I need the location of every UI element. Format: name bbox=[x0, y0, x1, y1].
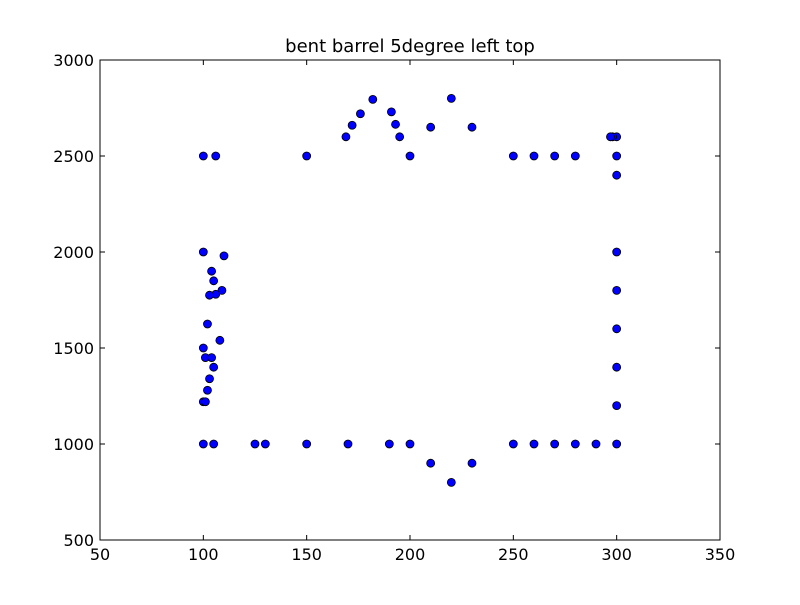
scatter-point bbox=[211, 151, 221, 161]
y-tick-label: 1000 bbox=[53, 435, 94, 454]
scatter-point bbox=[347, 120, 357, 130]
scatter-point bbox=[198, 343, 208, 353]
scatter-point bbox=[612, 362, 622, 372]
y-tick-label: 1500 bbox=[53, 339, 94, 358]
scatter-point bbox=[395, 132, 405, 142]
scatter-point bbox=[302, 151, 312, 161]
scatter-point bbox=[612, 170, 622, 180]
scatter-point bbox=[205, 290, 214, 300]
scatter-point bbox=[302, 439, 312, 449]
scatter-point bbox=[612, 401, 622, 411]
scatter-point bbox=[606, 132, 615, 142]
scatter-point bbox=[368, 94, 378, 104]
scatter-point bbox=[467, 122, 477, 132]
scatter-point bbox=[508, 151, 518, 161]
scatter-point bbox=[203, 319, 212, 329]
scatter-point bbox=[200, 397, 210, 407]
scatter-point bbox=[612, 247, 622, 257]
data-points bbox=[198, 94, 622, 487]
scatter-point bbox=[207, 266, 217, 276]
scatter-point bbox=[446, 477, 456, 487]
x-tick-label: 200 bbox=[395, 545, 426, 564]
scatter-point bbox=[219, 251, 229, 261]
scatter-point bbox=[260, 439, 270, 449]
scatter-point bbox=[550, 439, 560, 449]
scatter-point bbox=[570, 151, 580, 161]
scatter-point bbox=[209, 276, 219, 286]
scatter-point bbox=[355, 109, 365, 119]
scatter-point bbox=[405, 439, 415, 449]
scatter-point bbox=[446, 94, 456, 103]
scatter-point bbox=[198, 439, 208, 449]
scatter-point bbox=[508, 439, 518, 449]
scatter-point bbox=[343, 439, 353, 449]
y-tick-label: 500 bbox=[63, 531, 94, 550]
scatter-point bbox=[203, 385, 212, 395]
scatter-point bbox=[198, 151, 208, 161]
scatter-point bbox=[612, 324, 622, 334]
x-tick-label: 150 bbox=[291, 545, 322, 564]
scatter-point bbox=[570, 439, 580, 449]
scatter-point bbox=[198, 247, 208, 257]
x-tick-label: 50 bbox=[90, 545, 110, 564]
scatter-point bbox=[391, 119, 400, 129]
scatter-point bbox=[384, 439, 394, 449]
scatter-point bbox=[529, 439, 539, 449]
y-tick-label: 2500 bbox=[53, 147, 94, 166]
scatter-point bbox=[217, 285, 227, 295]
scatter-point bbox=[405, 151, 415, 161]
plot-area-frame bbox=[99, 59, 721, 541]
x-tick-label: 350 bbox=[705, 545, 736, 564]
scatter-point bbox=[529, 151, 539, 161]
y-tick-label: 2000 bbox=[53, 243, 94, 262]
scatter-point bbox=[426, 458, 436, 468]
scatter-point bbox=[209, 362, 219, 372]
scatter-point bbox=[426, 122, 436, 132]
axis-ticks: 50 100 150 200 250 300 350 500 1000 1500 2000 2500 3… bbox=[53, 51, 735, 564]
scatter-point bbox=[386, 107, 396, 117]
scatter-point bbox=[209, 439, 219, 449]
x-tick-label: 250 bbox=[498, 545, 529, 564]
scatter-point bbox=[612, 151, 622, 161]
scatter-point bbox=[550, 151, 560, 161]
scatter-point bbox=[612, 285, 622, 295]
scatter-point bbox=[215, 335, 225, 345]
scatter-point bbox=[612, 439, 622, 449]
y-tick-label: 3000 bbox=[53, 51, 94, 70]
chart-title: bent barrel 5degree left top bbox=[285, 36, 535, 57]
scatter-point bbox=[341, 132, 351, 142]
scatter-point bbox=[467, 458, 477, 468]
scatter-point bbox=[250, 439, 260, 449]
scatter-point bbox=[207, 353, 217, 363]
x-tick-label: 300 bbox=[601, 545, 632, 564]
x-tick-label: 100 bbox=[188, 545, 219, 564]
scatter-point bbox=[205, 374, 214, 384]
scatter-point bbox=[591, 439, 601, 449]
